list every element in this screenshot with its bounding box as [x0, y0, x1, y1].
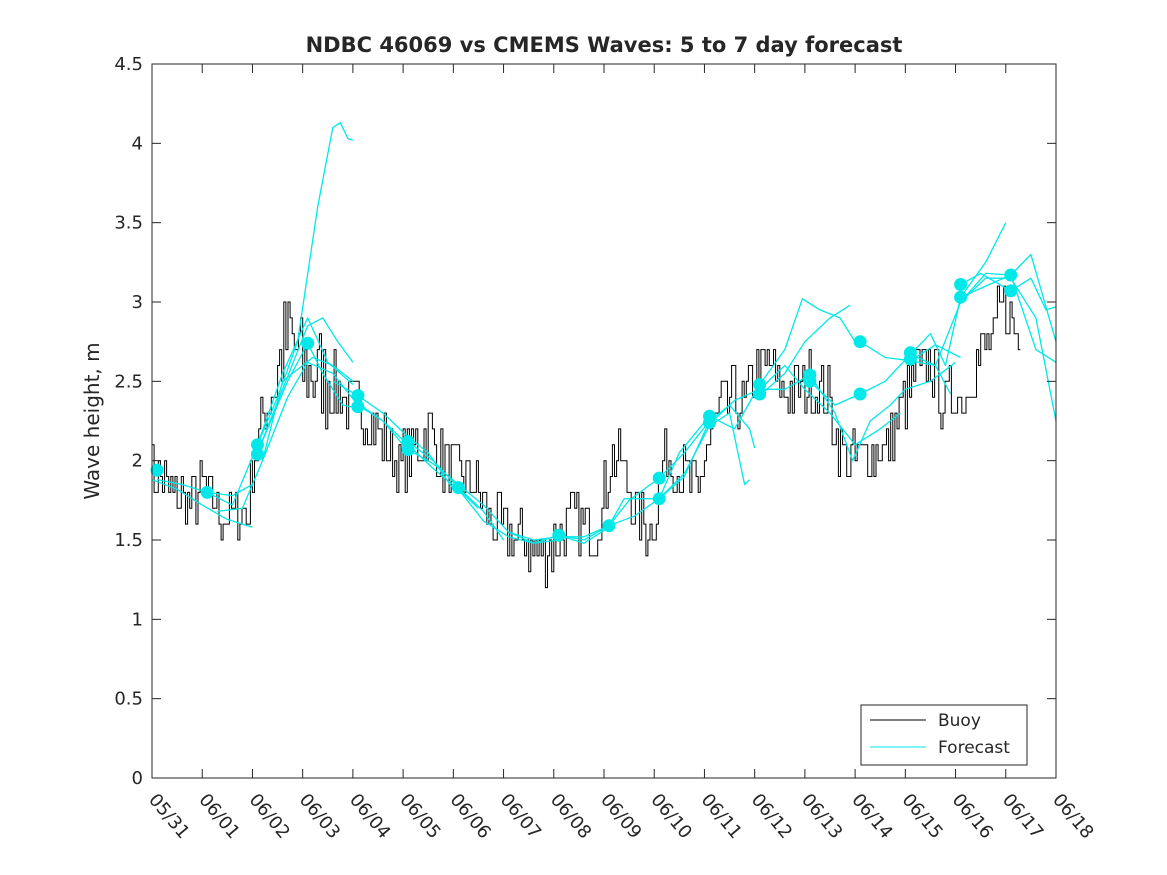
- forecast-marker-11: [552, 528, 566, 542]
- forecast-line-25: [909, 222, 1007, 367]
- forecast-line-13: [457, 488, 610, 544]
- y-tick-label: 4.5: [114, 54, 143, 75]
- x-tick-label: 06/02: [245, 790, 294, 843]
- forecast-marker-3: [251, 447, 264, 461]
- forecast-line-5: [256, 122, 354, 446]
- x-tick-label: 06/03: [295, 790, 344, 843]
- legend-label-forecast: Forecast: [938, 738, 1010, 758]
- y-tick-label: 0: [132, 768, 143, 789]
- forecast-line-18: [658, 412, 751, 500]
- x-tick-label: 06/12: [747, 790, 796, 843]
- forecast-line-17: [658, 404, 756, 479]
- forecast-marker-17: [753, 378, 767, 391]
- x-tick-label: 06/07: [496, 790, 545, 843]
- y-tick-label: 0.5: [114, 689, 143, 710]
- x-tick-label: 06/18: [1048, 790, 1097, 843]
- x-tick-label: 06/01: [194, 790, 243, 843]
- forecast-marker-4: [251, 438, 264, 452]
- forecast-marker-9: [401, 443, 415, 457]
- y-tick-label: 2.5: [114, 371, 143, 392]
- forecast-marker-7: [351, 400, 365, 414]
- forecast-marker-6: [351, 389, 365, 403]
- x-tick-label: 06/17: [998, 790, 1047, 843]
- plot-area: [152, 64, 1056, 778]
- x-tick-label: 06/15: [898, 790, 947, 843]
- x-tick-label: 06/05: [395, 790, 444, 843]
- forecast-marker-18: [753, 387, 767, 401]
- y-tick-label: 2: [132, 451, 143, 472]
- x-tick-label: 06/10: [646, 790, 695, 843]
- forecast-line-19: [709, 364, 901, 446]
- buoy-series: [151, 285, 1021, 589]
- y-tick-label: 3.5: [114, 213, 143, 234]
- forecast-line-21: [759, 304, 851, 397]
- y-tick-label: 1.5: [114, 530, 143, 551]
- x-tick-label: 05/31: [144, 790, 193, 843]
- forecast-line-27: [960, 272, 1057, 311]
- y-tick-label: 3: [132, 292, 143, 313]
- forecast-marker-28: [1004, 284, 1018, 298]
- buoy-line: [151, 285, 1021, 589]
- x-tick-label: 06/16: [948, 790, 997, 843]
- forecast-line-22: [759, 361, 956, 462]
- x-tick-label: 06/11: [697, 790, 746, 843]
- x-tick-label: 06/08: [546, 790, 595, 843]
- x-tick-label: 06/09: [596, 790, 645, 843]
- forecast-line-7: [256, 342, 359, 453]
- legend-box: [860, 704, 1028, 766]
- x-tick-label: 06/06: [446, 790, 495, 843]
- forecast-marker-5: [301, 336, 315, 350]
- forecast-line-14: [508, 477, 660, 541]
- forecast-line-1: [151, 479, 253, 528]
- forecast-line-3: [206, 317, 354, 506]
- forecast-marker-16: [703, 416, 716, 430]
- forecast-line-16: [608, 415, 711, 527]
- legend: Buoy Forecast: [860, 704, 1028, 766]
- y-axis-label: Wave height, m: [80, 342, 104, 499]
- legend-label-buoy: Buoy: [938, 711, 981, 731]
- forecast-marker-21: [853, 335, 867, 349]
- forecast-line-4: [217, 356, 354, 513]
- forecast-marker-25: [954, 278, 968, 291]
- forecast-marker-20: [803, 374, 817, 388]
- y-tick-label: 1: [132, 609, 143, 630]
- forecast-line-6: [256, 317, 354, 453]
- forecast-line-26: [910, 253, 1057, 367]
- plot-background: [152, 64, 1056, 778]
- forecast-line-20: [709, 298, 856, 430]
- forecast-marker-12: [602, 519, 616, 533]
- forecast-line-15: [558, 420, 711, 541]
- forecast-markers: [150, 268, 1018, 542]
- chart-title: NDBC 46069 vs CMEMS Waves: 5 to 7 day fo…: [306, 33, 903, 57]
- forecast-marker-10: [451, 481, 465, 495]
- forecast-marker-13: [652, 471, 666, 485]
- forecast-marker-27: [1004, 268, 1018, 282]
- x-tick-label: 06/13: [797, 790, 846, 843]
- forecast-marker-26: [954, 290, 968, 304]
- forecast-marker-14: [652, 492, 666, 506]
- x-tick-label: 06/14: [847, 790, 896, 843]
- y-tick-label: 4: [132, 133, 143, 154]
- forecast-marker-22: [853, 387, 867, 401]
- x-tick-label: 06/04: [345, 790, 394, 843]
- forecast-marker-1: [150, 463, 164, 477]
- forecast-marker-2: [200, 485, 214, 499]
- forecast-marker-24: [903, 352, 917, 366]
